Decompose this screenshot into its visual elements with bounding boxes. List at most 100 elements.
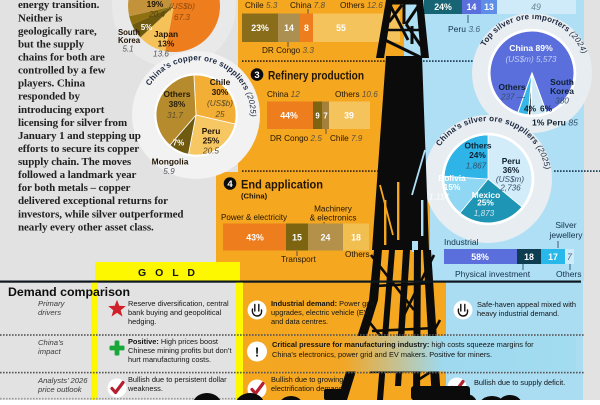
svg-text:24%: 24% [469, 150, 486, 160]
svg-text:Korea: Korea [550, 86, 574, 96]
svg-text:1% Peru 85: 1% Peru 85 [532, 118, 578, 128]
svg-text:Others: Others [164, 89, 191, 99]
svg-text:Mongolia: Mongolia [152, 157, 189, 167]
svg-text:(US$m): (US$m) [496, 175, 524, 184]
svg-text:for both metals – copper: for both metals – copper [18, 182, 130, 194]
svg-text:followed a landmark year: followed a landmark year [18, 169, 137, 181]
svg-text:players. China: players. China [18, 78, 86, 90]
svg-text:7%: 7% [173, 139, 185, 148]
svg-text:24: 24 [321, 233, 331, 243]
svg-text:1,114: 1,114 [429, 193, 449, 202]
svg-text:heavy industrial demand.: heavy industrial demand. [477, 309, 559, 318]
svg-text:58%: 58% [471, 252, 489, 262]
svg-text:5.1: 5.1 [122, 45, 133, 54]
svg-text:1,867: 1,867 [466, 162, 487, 171]
svg-text:6%: 6% [540, 104, 553, 114]
svg-text:13%: 13% [158, 39, 175, 49]
svg-text:introducing export: introducing export [18, 104, 105, 116]
svg-text:Safe-haven appeal mixed with: Safe-haven appeal mixed with [477, 300, 576, 309]
svg-text:licensing for silver from: licensing for silver from [18, 117, 127, 129]
svg-text:4: 4 [227, 179, 233, 190]
svg-text:drivers: drivers [38, 308, 61, 317]
svg-text:hedging.: hedging. [128, 317, 156, 326]
svg-text:24%: 24% [434, 2, 452, 12]
svg-text:Bolivia: Bolivia [438, 173, 466, 183]
svg-text:Others: Others [499, 82, 526, 92]
svg-text:Silver: Silver [555, 220, 576, 230]
svg-text:January 1 and stepping up: January 1 and stepping up [18, 130, 141, 142]
svg-text:25%: 25% [477, 198, 494, 208]
svg-text:(China): (China) [241, 192, 268, 201]
svg-text:China 7.8: China 7.8 [290, 1, 326, 10]
svg-text:49: 49 [531, 2, 541, 12]
svg-text:18: 18 [524, 252, 534, 262]
svg-text:7: 7 [567, 252, 573, 262]
svg-text:Japan: Japan [154, 29, 178, 39]
svg-text:Others: Others [556, 269, 582, 279]
svg-text:South: South [550, 77, 574, 87]
svg-text:38%: 38% [169, 99, 186, 109]
svg-text:3: 3 [254, 70, 259, 81]
svg-text:jewellery: jewellery [548, 230, 583, 240]
svg-text:South: South [118, 28, 140, 37]
svg-text:Others 10.6: Others 10.6 [335, 90, 378, 99]
svg-text:Power & electricity: Power & electricity [221, 213, 288, 222]
svg-text:Bullish due to supply deficit.: Bullish due to supply deficit. [474, 378, 565, 387]
svg-text:electrification demand.: electrification demand. [271, 384, 345, 393]
svg-text:43%: 43% [246, 233, 264, 243]
svg-text:Korea: Korea [118, 36, 141, 45]
svg-text:energy transition.: energy transition. [18, 0, 100, 11]
svg-text:Chile: Chile [210, 77, 231, 87]
svg-text:Reserve diversification, centr: Reserve diversification, central [128, 299, 229, 308]
svg-text:hurt manufacturing costs.: hurt manufacturing costs. [128, 355, 211, 364]
svg-text:chains for both are: chains for both are [18, 52, 105, 64]
svg-text:Physical investment: Physical investment [455, 269, 531, 279]
svg-text:impact: impact [38, 347, 62, 356]
svg-text:23%: 23% [251, 23, 269, 33]
svg-text:Transport: Transport [281, 255, 316, 264]
svg-text:Analysts’ 2026: Analysts’ 2026 [37, 376, 88, 385]
svg-text:5%: 5% [141, 23, 153, 32]
svg-text:(US$b): (US$b) [169, 2, 195, 11]
svg-text:44%: 44% [280, 111, 298, 121]
svg-text:responded by: responded by [18, 91, 80, 103]
svg-text:price outlook: price outlook [37, 385, 83, 394]
svg-text:17: 17 [548, 252, 558, 262]
svg-text:55: 55 [336, 23, 346, 33]
svg-text:237 —: 237 — [500, 93, 526, 102]
svg-text:China 89%: China 89% [509, 43, 553, 53]
svg-text:Bullish due to growing: Bullish due to growing [271, 375, 343, 384]
svg-text:China 12: China 12 [267, 90, 300, 99]
svg-text:(US$b): (US$b) [207, 99, 233, 108]
svg-text:upgrades, electric vehicle (EV: upgrades, electric vehicle (EV) [271, 308, 371, 317]
svg-text:Refinery production: Refinery production [268, 69, 364, 83]
svg-text:Chile 5.3: Chile 5.3 [245, 1, 278, 10]
svg-text:13: 13 [484, 2, 494, 12]
svg-text:13.6: 13.6 [153, 50, 169, 59]
svg-text:25%: 25% [203, 136, 220, 146]
svg-text:DR Congo 2.5: DR Congo 2.5 [270, 134, 322, 143]
svg-text:7: 7 [323, 112, 327, 121]
svg-text:(US$m) 5,573: (US$m) 5,573 [506, 55, 557, 64]
svg-text:4%: 4% [524, 104, 537, 114]
svg-text:Critical pressure for manufact: Critical pressure for manufacturing indu… [272, 340, 534, 349]
svg-text:weakness.: weakness. [127, 384, 163, 393]
svg-text:China’s electronics, power gri: China’s electronics, power grid and EV m… [272, 350, 492, 359]
svg-text:G O L D: G O L D [138, 267, 198, 279]
svg-text:19%: 19% [147, 0, 164, 9]
svg-text:39: 39 [344, 111, 354, 121]
svg-text:geologically rare,: geologically rare, [18, 25, 97, 37]
svg-text:15%: 15% [444, 182, 461, 192]
svg-text:8: 8 [304, 23, 309, 33]
svg-text:and data centres.: and data centres. [271, 317, 328, 326]
svg-text:Industrial demand: Power grid: Industrial demand: Power grid [271, 299, 375, 308]
svg-text:Mexico: Mexico [472, 190, 500, 200]
svg-text:15: 15 [292, 233, 302, 243]
svg-text:Bullish due to persistent doll: Bullish due to persistent dollar [128, 375, 227, 384]
svg-text:Demand comparison: Demand comparison [8, 285, 130, 299]
svg-text:Peru 3.6: Peru 3.6 [448, 24, 480, 34]
svg-text:controlled by a few: controlled by a few [18, 65, 106, 77]
svg-text:Machinery: Machinery [314, 205, 353, 214]
svg-text:Primary: Primary [38, 299, 66, 308]
svg-text:18: 18 [351, 233, 361, 243]
